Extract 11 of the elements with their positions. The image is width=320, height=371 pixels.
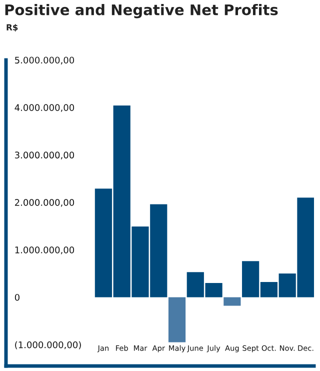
y-tick-label: (1.000.000,00) — [15, 341, 81, 350]
bar — [168, 297, 186, 342]
y-tick-label: 0 — [14, 294, 20, 301]
y-tick-label: 2.000.000,00 — [14, 199, 74, 207]
chart-title: Positive and Negative Net Profits — [5, 4, 278, 18]
y-tick-label: 1.000.000,00 — [15, 246, 74, 254]
bar — [224, 297, 241, 306]
y-tick-label: 5.000.000,00 — [15, 56, 74, 64]
y-axis-title: R$ — [6, 24, 18, 32]
y-tick-label: 3.000.000,00 — [15, 152, 74, 160]
y-tick-label: 4.000.000,00 — [14, 104, 74, 112]
